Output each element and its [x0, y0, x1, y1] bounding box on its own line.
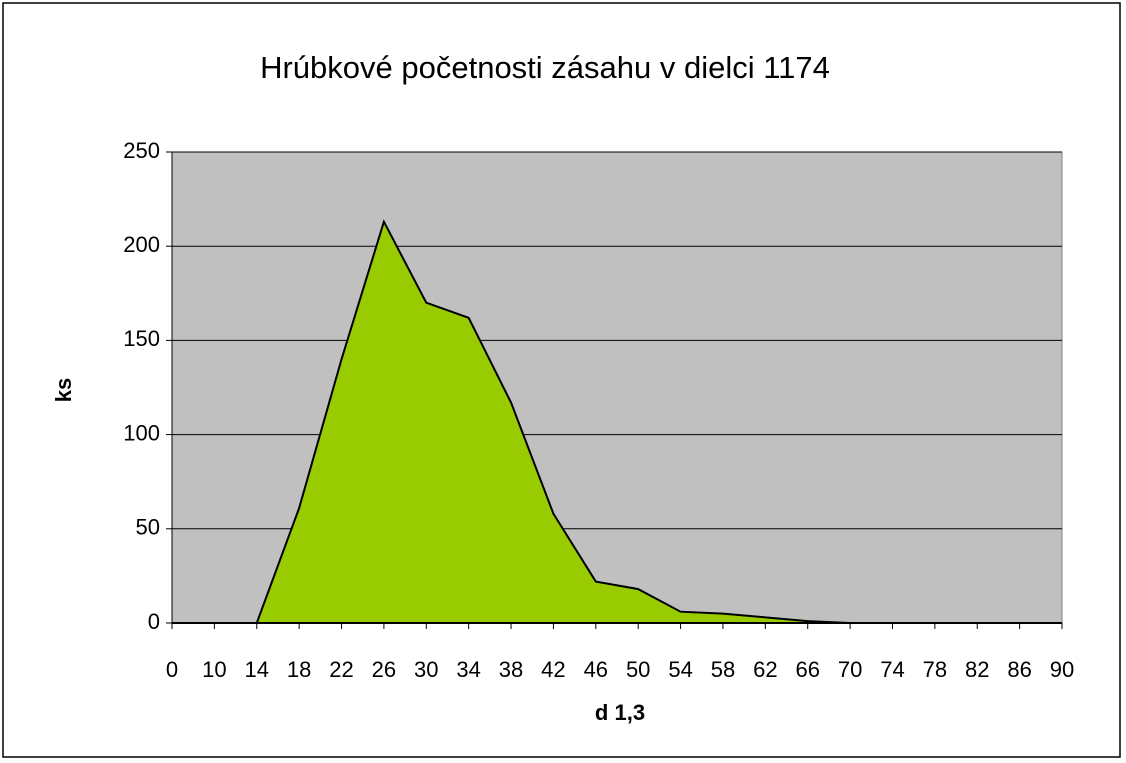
x-tick-label: 50	[626, 657, 650, 682]
x-tick-label: 86	[1007, 657, 1031, 682]
chart-title: Hrúbkové početnosti zásahu v dielci 1174	[260, 50, 830, 85]
x-tick-label: 10	[202, 657, 226, 682]
x-tick-label: 18	[287, 657, 311, 682]
x-tick-label: 78	[923, 657, 947, 682]
x-tick-label: 14	[245, 657, 269, 682]
x-tick-label: 46	[584, 657, 608, 682]
x-tick-label: 90	[1050, 657, 1074, 682]
x-tick-label: 54	[668, 657, 692, 682]
x-tick-label: 58	[711, 657, 735, 682]
x-tick-label: 0	[166, 657, 178, 682]
x-tick-label: 82	[965, 657, 989, 682]
x-tick-label: 74	[880, 657, 904, 682]
x-tick-label: 62	[753, 657, 777, 682]
x-tick-label: 34	[456, 657, 480, 682]
x-tick-label: 66	[795, 657, 819, 682]
x-tick-label: 26	[372, 657, 396, 682]
y-tick-label: 200	[123, 232, 160, 257]
x-tick-label: 22	[329, 657, 353, 682]
y-tick-label: 0	[148, 609, 160, 634]
y-axis-label: ks	[51, 378, 76, 402]
x-tick-label: 42	[541, 657, 565, 682]
y-tick-label: 50	[136, 515, 160, 540]
x-tick-label: 30	[414, 657, 438, 682]
y-tick-label: 150	[123, 326, 160, 351]
y-tick-label: 250	[123, 138, 160, 163]
y-tick-label: 100	[123, 420, 160, 445]
x-tick-label: 70	[838, 657, 862, 682]
x-tick-label: 38	[499, 657, 523, 682]
x-axis-label: d 1,3	[595, 700, 645, 725]
